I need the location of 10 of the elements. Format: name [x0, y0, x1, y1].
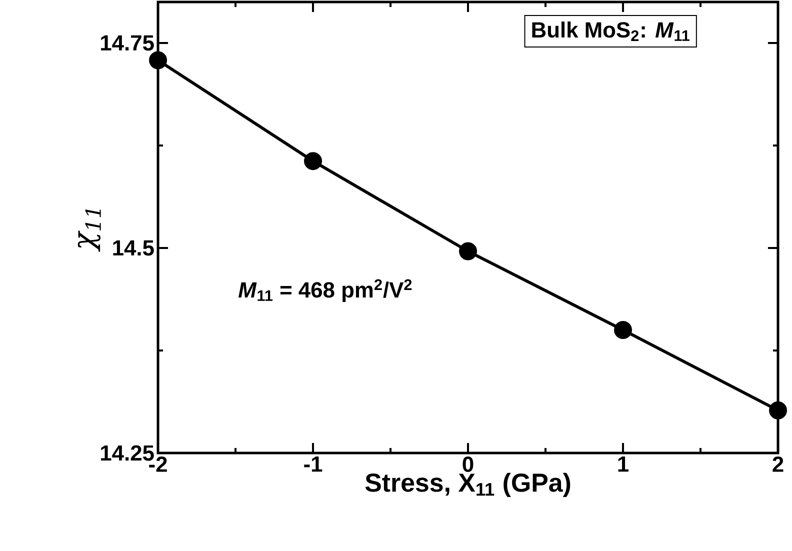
x-tick-label: 0 [462, 456, 474, 472]
y-tick-label: 14.75 [101, 35, 154, 51]
annotation: Bulk MoS$_{2}$: M$_{11}$ [532, 22, 690, 42]
x-axis-title: Stress, X$_{11}$ (GPa) [365, 472, 570, 498]
x-tick-label: 2 [772, 456, 784, 472]
x-tick-label: 1 [618, 456, 628, 472]
annotation: M$_{11}$ = 468 pm$^{2}$/V$^{2}$ [238, 279, 412, 302]
x-tick-label: -1 [304, 456, 322, 472]
y-tick-label: 14.5 [113, 240, 154, 256]
y-axis-title: χ$_{11}$ [78, 209, 101, 252]
